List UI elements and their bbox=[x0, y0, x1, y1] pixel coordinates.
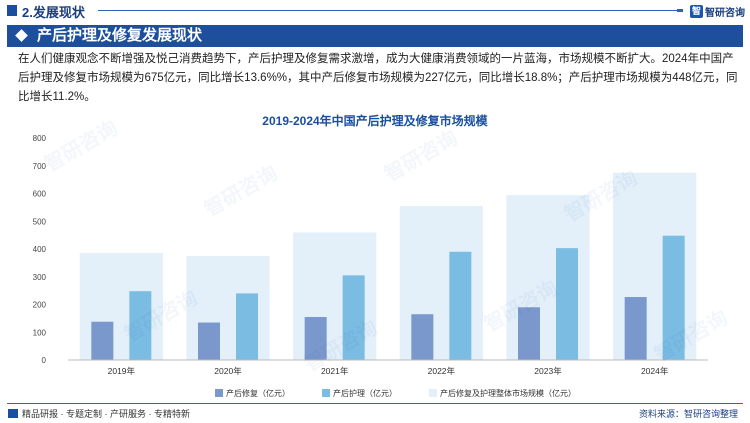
logo-icon: 智 bbox=[690, 4, 703, 18]
x-tick-label: 2019年 bbox=[108, 366, 136, 376]
legend-item-care: 产后护理（亿元） bbox=[322, 388, 397, 399]
x-tick-label: 2024年 bbox=[641, 366, 669, 376]
header-rule bbox=[98, 9, 683, 12]
page-title: 产后护理及修复发展现状 bbox=[37, 27, 203, 44]
diamond-icon bbox=[15, 29, 28, 42]
legend-swatch-care bbox=[322, 389, 330, 397]
y-tick-label: 800 bbox=[33, 134, 47, 143]
footer-services: 精品研报 · 专题定制 · 产研服务 · 专精特新 bbox=[22, 409, 190, 419]
care-bar bbox=[662, 235, 685, 360]
data-source: 资料来源：智研咨询整理 bbox=[638, 409, 738, 419]
section-title: 2.发展现状 bbox=[22, 5, 85, 20]
x-tick-label: 2022年 bbox=[428, 366, 456, 376]
care-bar bbox=[556, 248, 578, 360]
legend-item-total: 产后修复及护理整体市场规模（亿元） bbox=[429, 388, 576, 399]
repair-bar bbox=[304, 316, 327, 360]
footer-rule bbox=[7, 403, 743, 404]
care-bar bbox=[449, 251, 472, 360]
y-tick-label: 200 bbox=[33, 301, 47, 310]
brand-logo: 智 智研咨询 bbox=[690, 3, 745, 19]
section-marker bbox=[7, 5, 17, 16]
legend-item-repair: 产后修复（亿元） bbox=[215, 388, 290, 399]
market-size-chart: 0 100 200 300 400 500 600 700 800 2019年 2020年 2021年… bbox=[33, 134, 708, 376]
care-bar bbox=[236, 293, 258, 360]
repair-bar bbox=[198, 322, 220, 360]
page-title-bar: 产后护理及修复发展现状 bbox=[7, 25, 743, 47]
repair-bar bbox=[518, 307, 540, 360]
footer: 精品研报 · 专题定制 · 产研服务 · 专精特新 资料来源：智研咨询整理 bbox=[0, 399, 750, 423]
y-tick-label: 300 bbox=[33, 273, 47, 282]
legend-label-care: 产后护理（亿元） bbox=[333, 388, 397, 398]
repair-bar bbox=[411, 314, 434, 360]
chart-title: 2019-2024年中国产后护理及修复市场规模 bbox=[262, 114, 488, 128]
logo-text: 智研咨询 bbox=[705, 7, 745, 19]
y-tick-label: 0 bbox=[42, 356, 47, 365]
x-tick-label: 2020年 bbox=[214, 366, 242, 376]
top-header: 2.发展现状 智 智研咨询 bbox=[0, 0, 750, 22]
repair-bar bbox=[624, 297, 647, 360]
legend-label-total: 产后修复及护理整体市场规模（亿元） bbox=[440, 388, 576, 398]
y-tick-label: 600 bbox=[33, 190, 47, 199]
x-tick-label: 2023年 bbox=[534, 366, 562, 376]
legend-swatch-repair bbox=[215, 389, 223, 397]
x-tick-label: 2021年 bbox=[321, 366, 349, 376]
legend-swatch-total bbox=[429, 389, 437, 397]
care-bar bbox=[129, 291, 152, 360]
chart-legend: 产后修复（亿元） 产后护理（亿元） 产后修复及护理整体市场规模（亿元） bbox=[215, 387, 608, 399]
book-icon bbox=[8, 409, 18, 418]
y-tick-label: 700 bbox=[33, 162, 47, 171]
y-tick-label: 500 bbox=[33, 217, 47, 226]
legend-label-repair: 产后修复（亿元） bbox=[226, 388, 290, 398]
y-tick-label: 100 bbox=[33, 328, 47, 337]
care-bar bbox=[342, 275, 365, 360]
intro-paragraph: 在人们健康观念不断增强及悦己消费趋势下，产后护理及修复需求激增，成为大健康消费领… bbox=[18, 53, 738, 103]
y-tick-label: 400 bbox=[33, 245, 47, 254]
repair-bar bbox=[91, 321, 114, 360]
